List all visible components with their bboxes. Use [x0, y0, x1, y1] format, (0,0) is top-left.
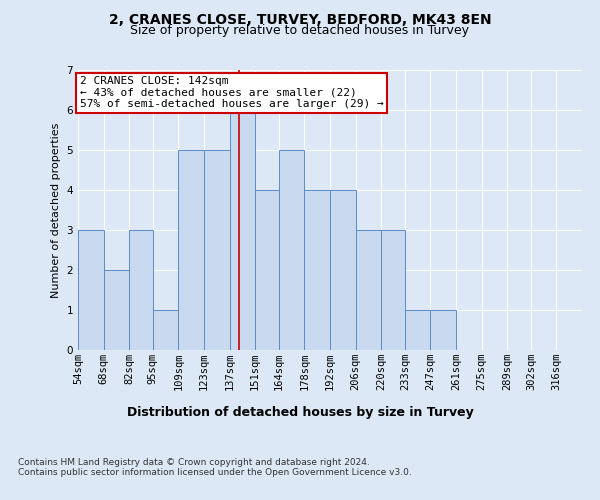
Text: Contains HM Land Registry data © Crown copyright and database right 2024.
Contai: Contains HM Land Registry data © Crown c… — [18, 458, 412, 477]
Bar — [78, 230, 104, 350]
Bar — [279, 150, 304, 350]
Bar — [230, 110, 255, 350]
Bar — [356, 230, 381, 350]
Text: 2, CRANES CLOSE, TURVEY, BEDFORD, MK43 8EN: 2, CRANES CLOSE, TURVEY, BEDFORD, MK43 8… — [109, 12, 491, 26]
Bar — [104, 270, 129, 350]
Bar — [204, 150, 230, 350]
Bar — [405, 310, 430, 350]
Bar — [178, 150, 204, 350]
Bar — [330, 190, 356, 350]
Y-axis label: Number of detached properties: Number of detached properties — [51, 122, 61, 298]
Bar — [129, 230, 153, 350]
Text: Distribution of detached houses by size in Turvey: Distribution of detached houses by size … — [127, 406, 473, 419]
Bar — [255, 190, 279, 350]
Text: 2 CRANES CLOSE: 142sqm
← 43% of detached houses are smaller (22)
57% of semi-det: 2 CRANES CLOSE: 142sqm ← 43% of detached… — [80, 76, 383, 109]
Bar — [153, 310, 178, 350]
Bar — [304, 190, 330, 350]
Bar — [381, 230, 405, 350]
Bar — [430, 310, 456, 350]
Text: Size of property relative to detached houses in Turvey: Size of property relative to detached ho… — [131, 24, 470, 37]
